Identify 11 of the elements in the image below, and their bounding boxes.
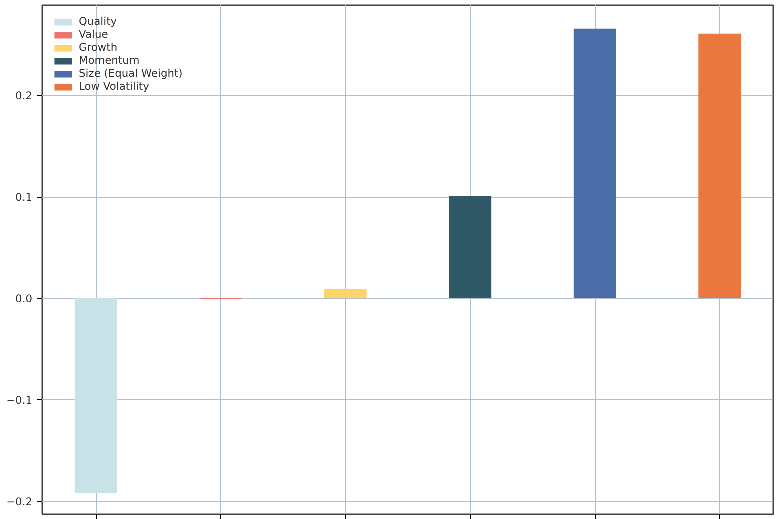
legend-label: Size (Equal Weight) bbox=[79, 67, 183, 80]
legend-label: Growth bbox=[79, 41, 118, 54]
y-tick-label: 0.1 bbox=[16, 191, 33, 204]
legend-label: Momentum bbox=[79, 54, 140, 67]
y-tick-label: 0.0 bbox=[16, 292, 33, 306]
legend-label: Quality bbox=[79, 15, 118, 28]
y-tick-label: −0.2 bbox=[6, 495, 33, 508]
legend-label: Low Volatility bbox=[79, 80, 150, 93]
legend-label: Value bbox=[79, 28, 108, 41]
y-tick-label: −0.1 bbox=[6, 394, 33, 407]
y-tick-label: 0.2 bbox=[16, 90, 33, 103]
